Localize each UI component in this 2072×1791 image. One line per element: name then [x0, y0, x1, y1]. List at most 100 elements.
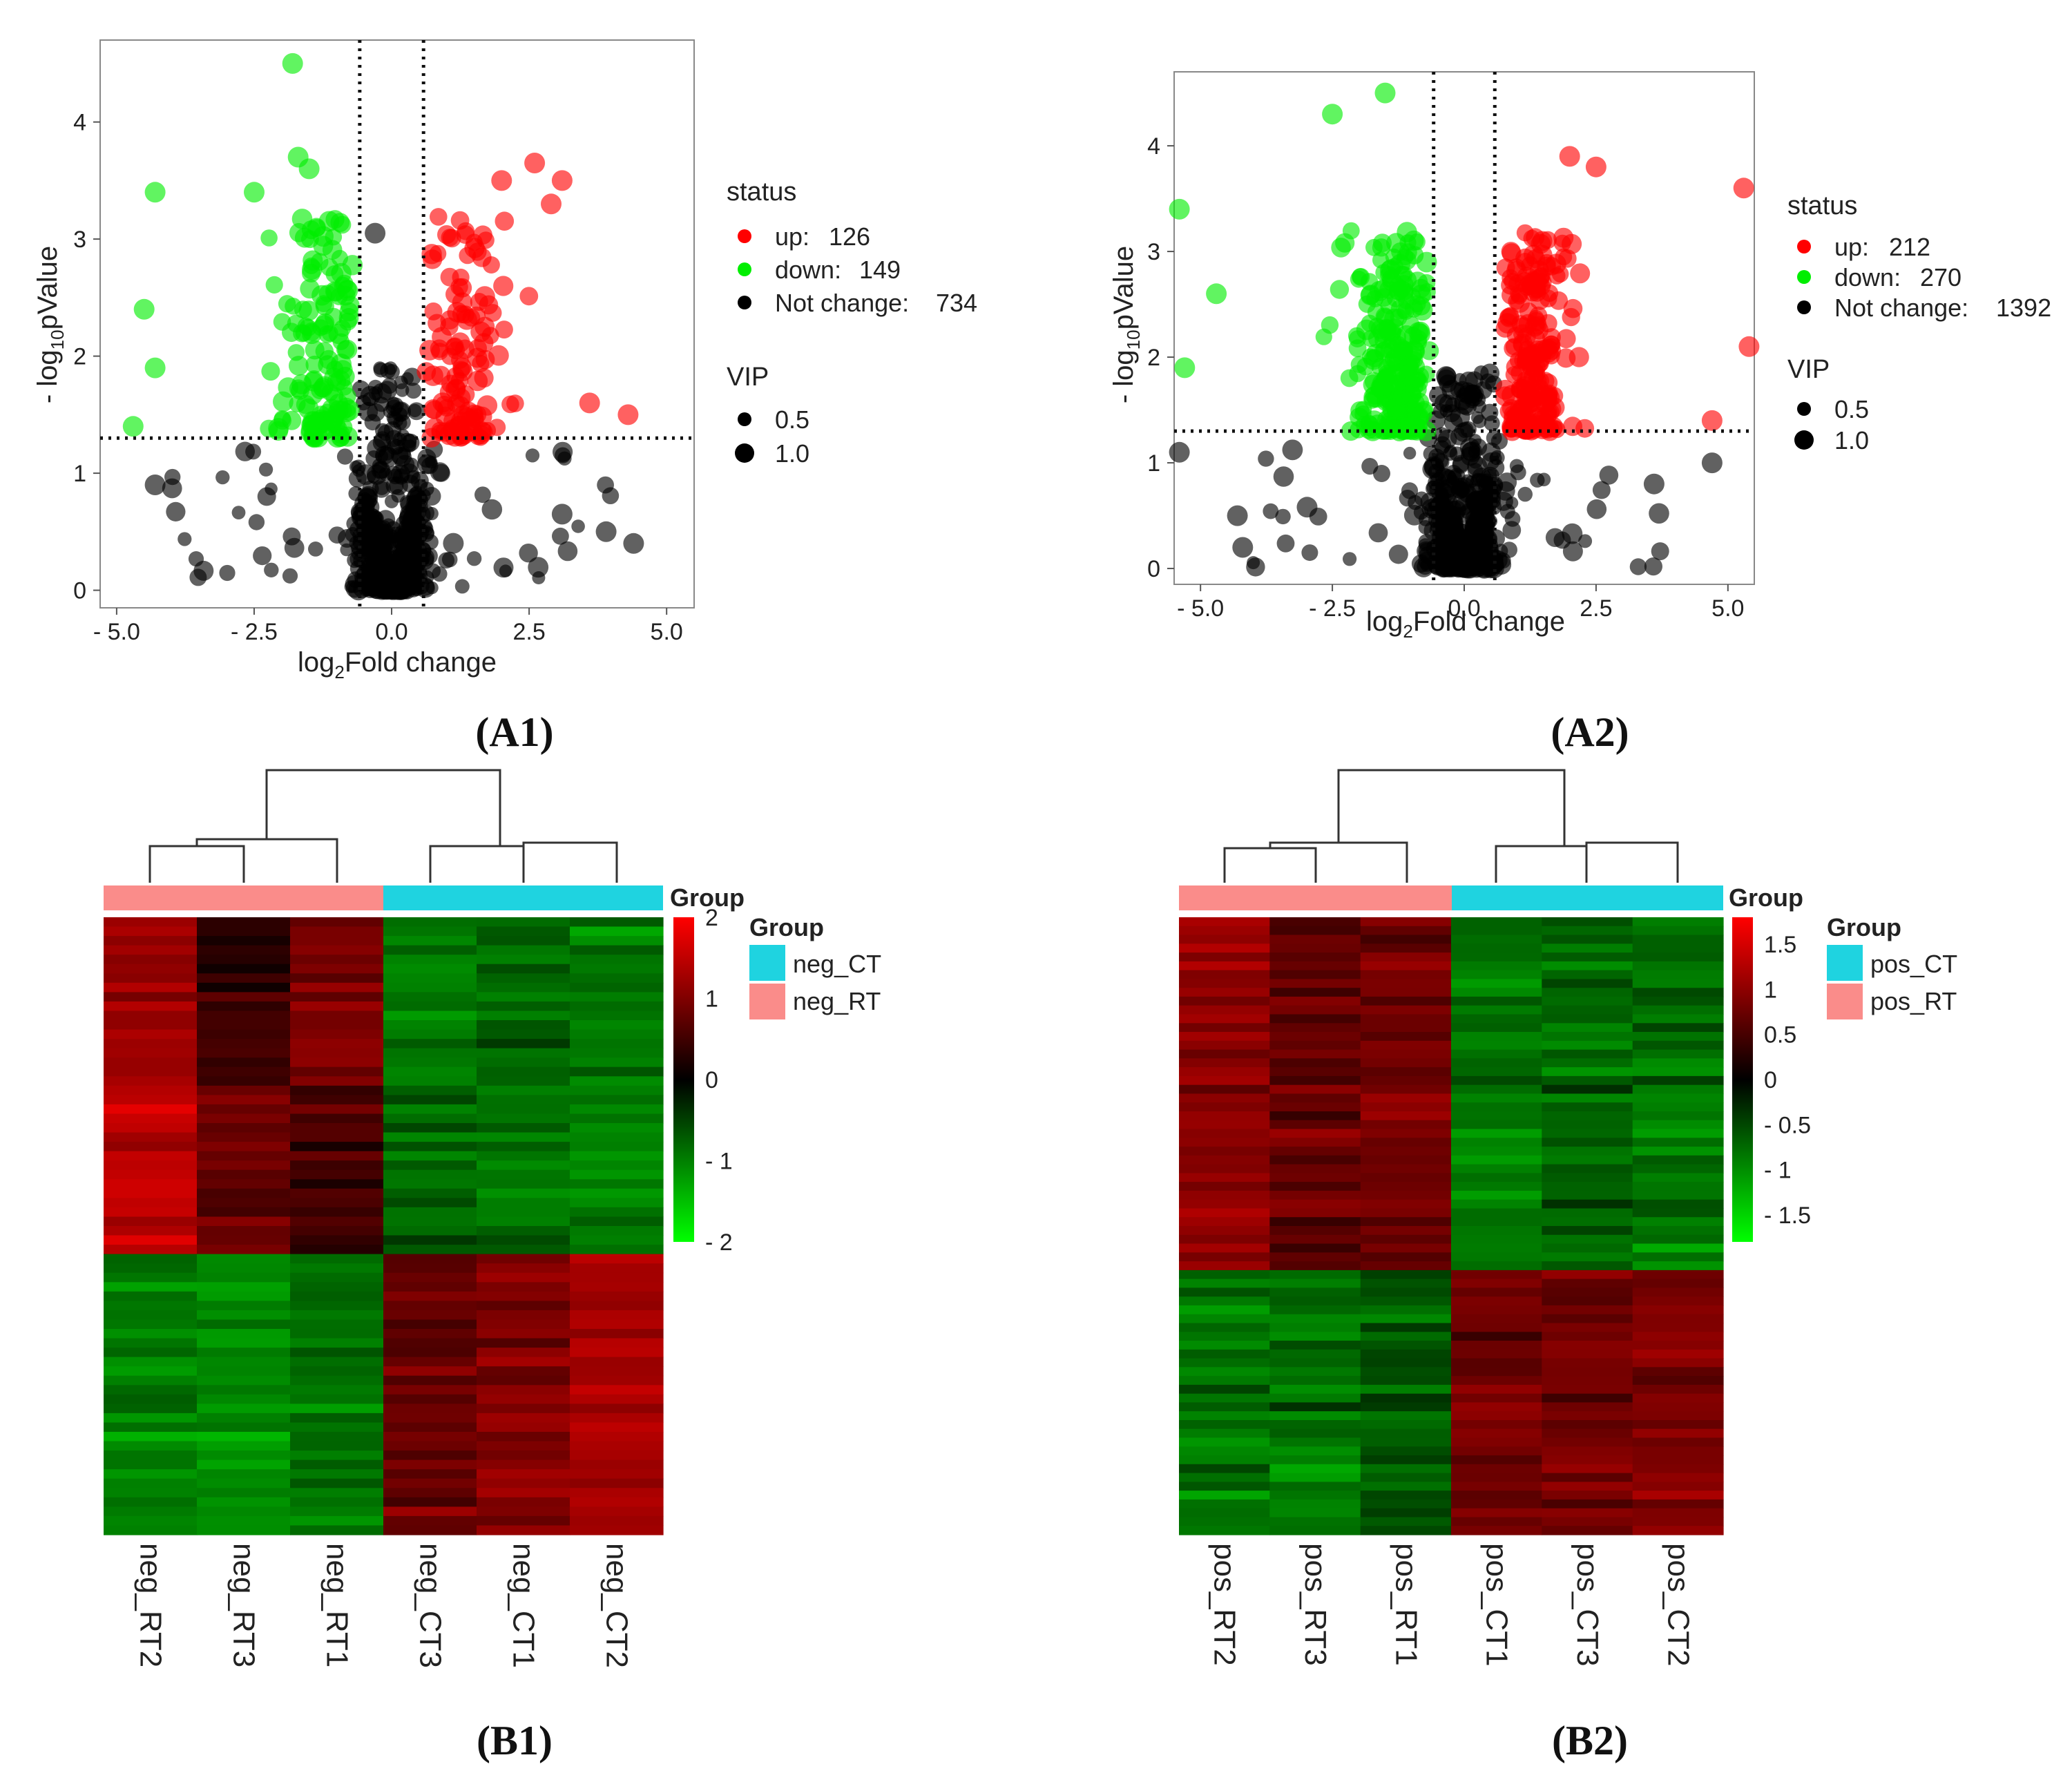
a1-point-not-change — [378, 520, 391, 533]
a1-point-not-change — [372, 461, 391, 479]
b1-heat-cell — [104, 1319, 198, 1330]
b2-heat-cell — [1269, 1446, 1361, 1456]
b2-heat-cell — [1179, 1129, 1270, 1138]
b1-heat-cell — [383, 1198, 477, 1208]
b2-group-annotation-title: Group — [1729, 883, 1803, 912]
b2-heat-cell — [1360, 1138, 1452, 1147]
b1-heat-cell — [197, 1066, 291, 1077]
a2-point-up — [1501, 242, 1521, 262]
b2-heat-cell — [1632, 935, 1724, 944]
b1-heat-cell — [104, 1366, 198, 1377]
b2-heat-cell — [1542, 1075, 1633, 1086]
b2-heat-cell — [1179, 1243, 1270, 1253]
b2-heat-cell — [1269, 1111, 1361, 1121]
b2-heat-cell — [1542, 1446, 1633, 1456]
a2-legend-nochange-label: Not change: — [1834, 294, 1968, 322]
b1-heat-cell — [383, 1001, 477, 1011]
a2-point-up — [1517, 390, 1537, 410]
b2-heat-cell — [1632, 1226, 1724, 1236]
b2-heat-cell — [1269, 1208, 1361, 1218]
a1-point-up — [481, 327, 499, 345]
b2-heat-cell — [1632, 926, 1724, 936]
b2-heat-cell — [1269, 1261, 1361, 1271]
b2-heat-cell — [1451, 1182, 1542, 1191]
b2-heat-cell — [1360, 1111, 1452, 1121]
a1-point-not-change — [235, 441, 255, 461]
b2-heat-cell — [1632, 996, 1724, 1006]
b2-heat-cell — [1542, 1341, 1633, 1350]
b2-group-legend-ct-label: pos_CT — [1870, 950, 1957, 978]
b2-scale-tick-label: 1 — [1764, 977, 1777, 1003]
b1-heat-cell — [383, 1104, 477, 1114]
b2-heat-cell — [1632, 988, 1724, 997]
b2-heat-cell — [1451, 1358, 1542, 1368]
b2-heat-cell — [1179, 1437, 1270, 1447]
b1-heat-cell — [383, 1422, 477, 1433]
b2-heat-cell — [1269, 1084, 1361, 1095]
b2-heat-cell — [1179, 1226, 1270, 1236]
b2-heat-cell — [1179, 1428, 1270, 1439]
b2-heat-cell — [1269, 1129, 1361, 1138]
b2-column-label: pos_CT2 — [1661, 1543, 1695, 1667]
b1-heat-cell — [570, 1142, 664, 1152]
a2-point-down — [1206, 283, 1227, 305]
b1-heat-cell — [104, 1459, 198, 1470]
a1-point-up — [472, 421, 492, 440]
b2-heat-cell — [1360, 1182, 1452, 1191]
b1-heat-cell — [570, 1301, 664, 1311]
b2-heat-cell — [1360, 1376, 1452, 1386]
a1-point-down — [144, 182, 166, 203]
b1-heat-cell — [290, 1235, 384, 1245]
b1-heat-cell — [383, 1432, 477, 1442]
a2-point-up — [1542, 341, 1562, 361]
b1-heat-cell — [104, 1207, 198, 1217]
b1-heat-cell — [104, 1048, 198, 1058]
b1-heat-cell — [197, 1459, 291, 1470]
b1-heat-cell — [477, 1412, 570, 1423]
b1-heat-cell — [570, 1366, 664, 1377]
b1-heat-cell — [477, 1254, 570, 1264]
a1-point-down — [333, 216, 352, 234]
b1-heat-cell — [570, 1226, 664, 1236]
b2-heat-cell — [1542, 1226, 1633, 1236]
b2-heat-cell — [1360, 996, 1452, 1006]
b1-heat-cell — [383, 917, 477, 928]
b1-heat-cell — [104, 1057, 198, 1068]
b2-heat-cell — [1542, 917, 1633, 927]
b2-heat-cell — [1360, 961, 1452, 971]
b2-heat-cell — [1179, 1155, 1270, 1165]
b2-heat-cell — [1632, 1384, 1724, 1395]
b2-heat-cell — [1360, 1147, 1452, 1156]
b1-heat-cell — [197, 1385, 291, 1395]
b2-group-legend: Group pos_CT pos_RT — [1827, 913, 1957, 1019]
b1-heat-cell — [290, 917, 384, 928]
b2-heat-cell — [1542, 1491, 1633, 1500]
b1-heat-cell — [197, 1412, 291, 1423]
b1-heat-cell — [104, 955, 198, 965]
a1-point-not-change — [375, 450, 389, 463]
b1-heat-cell — [197, 1291, 291, 1301]
b2-heat-cell — [1269, 1437, 1361, 1447]
b1-heat-cell — [570, 1263, 664, 1274]
b1-heat-cell — [104, 1348, 198, 1358]
b2-heat-cell — [1451, 1129, 1542, 1138]
a2-legend-status-title: status — [1787, 191, 1857, 220]
a2-point-not-change — [1368, 523, 1388, 543]
b1-heat-cell — [104, 1085, 198, 1095]
b2-heat-cell — [1179, 1067, 1270, 1077]
b1-heat-cell — [570, 1216, 664, 1227]
a1-x-tick-label: - 5.0 — [93, 619, 140, 645]
b2-heat-cell — [1179, 1190, 1270, 1200]
b2-heat-cell — [1632, 1526, 1724, 1535]
b1-heat-cell — [383, 1132, 477, 1142]
a2-point-down — [1331, 238, 1351, 258]
b1-heat-cell — [104, 1422, 198, 1433]
a2-point-not-change — [1435, 468, 1453, 486]
a1-point-not-change — [417, 448, 437, 468]
a2-point-down — [1416, 251, 1437, 273]
b1-heat-cell — [104, 1151, 198, 1161]
b2-heat-cell — [1451, 1341, 1542, 1350]
b1-heat-cell — [290, 1459, 384, 1470]
b2-heat-cell — [1179, 988, 1270, 997]
